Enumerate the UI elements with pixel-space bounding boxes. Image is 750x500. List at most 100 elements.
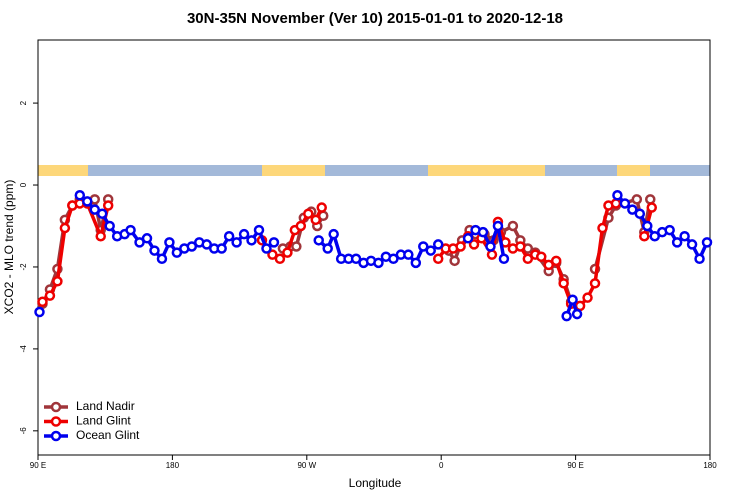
- point: [701, 237, 713, 248]
- point: [679, 230, 690, 242]
- point: [303, 208, 314, 219]
- point: [634, 208, 646, 219]
- point: [238, 228, 250, 240]
- land-ocean-strip: [38, 165, 710, 176]
- point: [261, 243, 272, 254]
- point: [432, 239, 444, 250]
- point: [671, 237, 683, 248]
- point: [134, 237, 145, 248]
- point: [543, 259, 554, 271]
- y-tick-label: 2: [19, 100, 28, 105]
- x-tick-label: 180: [166, 461, 180, 470]
- point: [485, 241, 496, 252]
- point: [316, 202, 327, 213]
- point: [686, 239, 698, 250]
- point: [582, 292, 593, 303]
- point: [37, 296, 48, 308]
- point: [639, 230, 650, 242]
- point: [597, 222, 608, 234]
- point: [52, 276, 63, 287]
- point: [282, 247, 293, 258]
- point: [610, 198, 622, 209]
- x-tick-label: 90 E: [30, 461, 46, 470]
- point: [267, 249, 278, 260]
- x-tick-label: 90 E: [567, 461, 583, 470]
- point: [388, 253, 399, 265]
- point: [410, 257, 422, 269]
- point: [536, 251, 547, 262]
- series: [37, 198, 658, 312]
- point: [425, 245, 436, 256]
- series: [37, 194, 656, 310]
- point: [253, 224, 265, 236]
- point: [125, 224, 136, 236]
- point: [646, 202, 658, 213]
- point: [515, 241, 526, 252]
- x-tick-label: 0: [439, 461, 444, 470]
- point: [664, 224, 675, 236]
- point: [216, 243, 227, 254]
- point: [462, 233, 474, 244]
- point: [432, 253, 444, 265]
- point: [313, 235, 324, 246]
- point: [612, 190, 623, 201]
- point: [156, 253, 168, 265]
- chart-title: 30N-35N November (Ver 10) 2015-01-01 to …: [187, 10, 563, 27]
- point: [574, 300, 586, 312]
- point: [627, 204, 638, 215]
- point: [558, 278, 569, 289]
- point: [619, 198, 631, 209]
- point: [310, 214, 322, 226]
- y-tick-label: -4: [19, 345, 28, 353]
- point: [268, 237, 280, 248]
- point: [403, 249, 414, 260]
- point: [507, 220, 519, 232]
- point: [44, 290, 56, 301]
- point: [274, 253, 286, 265]
- point: [74, 190, 86, 201]
- point: [246, 235, 257, 246]
- x-axis-label: Longitude: [349, 476, 402, 490]
- point: [223, 230, 235, 242]
- point: [649, 230, 660, 242]
- plot-frame: [37, 39, 711, 456]
- point: [589, 278, 601, 289]
- legend-marker: [50, 416, 62, 427]
- point: [171, 247, 183, 258]
- point: [350, 253, 362, 265]
- point: [373, 257, 384, 269]
- point: [149, 245, 160, 256]
- point: [477, 226, 489, 238]
- point: [418, 241, 429, 252]
- point: [141, 233, 153, 244]
- point: [201, 239, 212, 250]
- point: [694, 253, 705, 265]
- y-tick-label: -6: [19, 427, 28, 435]
- y-tick-label: -2: [19, 263, 28, 271]
- y-axis-label: XCO2 - MLO trend (ppm): [2, 180, 16, 315]
- point: [631, 194, 643, 205]
- point: [455, 241, 466, 252]
- y-tick-label: 0: [19, 182, 28, 187]
- legend-marker: [50, 430, 62, 442]
- point: [295, 220, 307, 232]
- point: [486, 249, 498, 260]
- point: [642, 220, 653, 232]
- legend-label: Land Glint: [76, 414, 131, 428]
- point: [468, 239, 480, 250]
- x-tick-label: 180: [703, 461, 717, 470]
- point: [322, 243, 333, 254]
- point: [571, 308, 583, 320]
- x-tick-label: 90 W: [297, 461, 316, 470]
- series-line: [40, 197, 652, 305]
- series: [34, 190, 713, 322]
- point: [34, 306, 45, 318]
- point: [522, 253, 534, 265]
- point: [89, 204, 100, 215]
- point: [164, 237, 175, 248]
- point: [492, 220, 504, 232]
- point: [567, 294, 578, 305]
- point: [82, 196, 93, 207]
- point: [96, 208, 108, 219]
